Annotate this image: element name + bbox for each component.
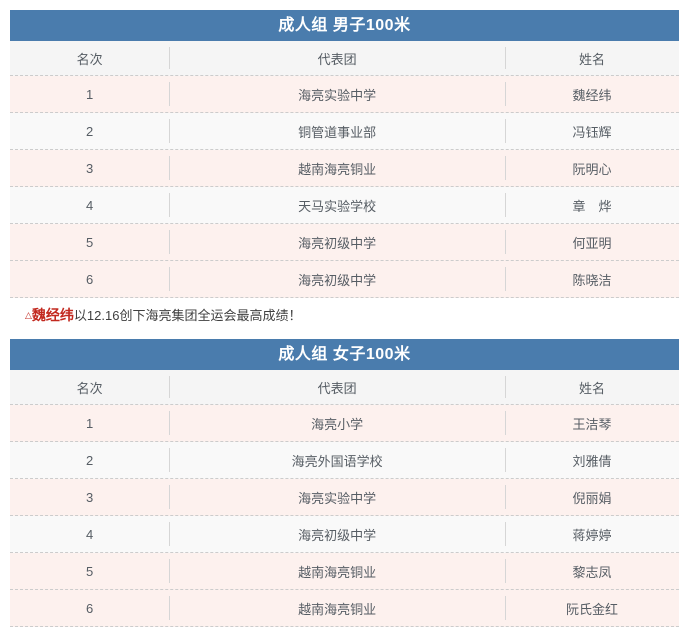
team-cell: 铜管道事业部 xyxy=(169,113,505,149)
table-row: 4 海亮初级中学 蒋婷婷 xyxy=(10,516,679,553)
team-cell: 海亮初级中学 xyxy=(169,261,505,297)
column-header-team: 代表团 xyxy=(169,41,505,75)
rank-cell: 4 xyxy=(85,526,94,542)
team-cell: 天马实验学校 xyxy=(169,187,505,223)
rank-cell: 4 xyxy=(85,197,94,213)
table-row: 5 越南海亮铜业 黎志凤 xyxy=(10,553,679,590)
name-cell: 阮氏金红 xyxy=(505,590,679,626)
rank-cell: 5 xyxy=(85,563,94,579)
team-cell: 海亮实验中学 xyxy=(169,479,505,515)
name-cell: 黎志凤 xyxy=(505,553,679,589)
table-row: 3 海亮实验中学 倪丽娟 xyxy=(10,479,679,516)
rank-cell: 1 xyxy=(85,415,94,431)
rank-cell: 5 xyxy=(85,234,94,250)
team-cell: 越南海亮铜业 xyxy=(169,150,505,186)
results-table-women-100m: 成人组 女子100米 名次 代表团 姓名 1 海亮小学 王洁琴 2 海亮外国语学校 刘雅倩… xyxy=(10,339,679,627)
table-header-row: 名次 代表团 姓名 xyxy=(10,370,679,405)
record-holder-name: 魏经纬 xyxy=(31,307,74,323)
table-row: 4 天马实验学校章 烨 xyxy=(10,187,679,224)
table-row: 1 海亮实验中学 魏经纬 xyxy=(10,76,679,113)
table-header-row: 名次 代表团 姓名 xyxy=(10,41,679,76)
triangle-marker-icon: △ xyxy=(25,310,32,320)
name-cell: 陈晓洁 xyxy=(505,261,679,297)
name-cell: 王洁琴 xyxy=(505,405,679,441)
name-cell: 章 烨 xyxy=(505,187,679,223)
column-header-rank: 名次 xyxy=(76,51,103,67)
name-cell: 刘雅倩 xyxy=(505,442,679,478)
table-row: 5 海亮初级中学 何亚明 xyxy=(10,224,679,261)
name-cell: 何亚明 xyxy=(505,224,679,260)
table-body: 1 海亮实验中学 魏经纬 2 铜管道事业部 冯钰辉 3 越南海亮铜业 阮明心 4 天马实验学校章 烨… xyxy=(10,76,679,298)
table-row: 2 海亮外国语学校 刘雅倩 xyxy=(10,442,679,479)
team-cell: 海亮外国语学校 xyxy=(169,442,505,478)
table-body: 1 海亮小学 王洁琴 2 海亮外国语学校 刘雅倩 3 海亮实验中学 倪丽娟 4 海亮初级中学 蒋婷婷 5… xyxy=(10,405,679,627)
table-title-women-100m: 成人组 女子100米 xyxy=(10,339,679,370)
table-row: 6 海亮初级中学 陈晓洁 xyxy=(10,261,679,298)
team-cell: 越南海亮铜业 xyxy=(169,590,505,626)
column-header-team: 代表团 xyxy=(169,370,505,404)
name-cell: 魏经纬 xyxy=(505,76,679,112)
table-row: 6 越南海亮铜业 阮氏金红 xyxy=(10,590,679,627)
name-cell: 倪丽娟 xyxy=(505,479,679,515)
rank-cell: 2 xyxy=(85,123,94,139)
team-cell: 海亮初级中学 xyxy=(169,516,505,552)
table-row: 1 海亮小学 王洁琴 xyxy=(10,405,679,442)
team-cell: 海亮实验中学 xyxy=(169,76,505,112)
column-header-name: 姓名 xyxy=(505,41,679,75)
column-header-rank: 名次 xyxy=(76,380,103,396)
rank-cell: 3 xyxy=(85,160,94,176)
rank-cell: 6 xyxy=(85,600,94,616)
rank-cell: 1 xyxy=(85,86,94,102)
record-note-text: 以12.16创下海亮集团全运会最高成绩！ xyxy=(73,308,302,323)
table-row: 2 铜管道事业部 冯钰辉 xyxy=(10,113,679,150)
rank-cell: 3 xyxy=(85,489,94,505)
rank-cell: 6 xyxy=(85,271,94,287)
team-cell: 越南海亮铜业 xyxy=(169,553,505,589)
name-cell: 冯钰辉 xyxy=(505,113,679,149)
column-header-name: 姓名 xyxy=(505,370,679,404)
name-cell: 蒋婷婷 xyxy=(505,516,679,552)
table-title-men-100m: 成人组 男子100米 xyxy=(10,10,679,41)
record-note: △魏经纬以12.16创下海亮集团全运会最高成绩！ xyxy=(10,305,679,326)
team-cell: 海亮初级中学 xyxy=(169,224,505,260)
team-cell: 海亮小学 xyxy=(169,405,505,441)
rank-cell: 2 xyxy=(85,452,94,468)
name-cell: 阮明心 xyxy=(505,150,679,186)
results-table-men-100m: 成人组 男子100米 名次 代表团 姓名 1 海亮实验中学 魏经纬 2 铜管道事业部 冯钰… xyxy=(10,10,679,298)
table-row: 3 越南海亮铜业 阮明心 xyxy=(10,150,679,187)
